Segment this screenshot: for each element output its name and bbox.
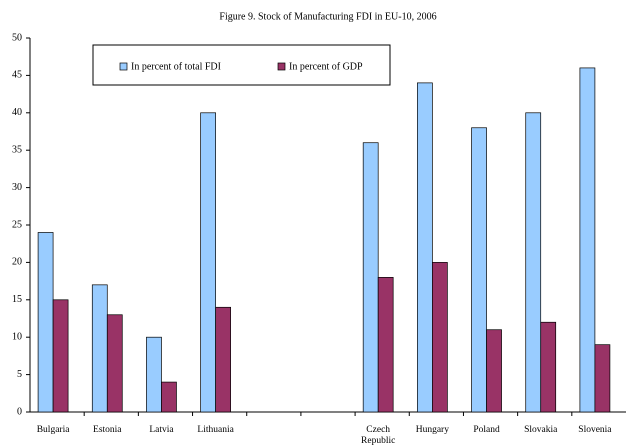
legend-label: In percent of GDP — [289, 61, 363, 72]
bar — [417, 82, 433, 413]
legend-swatch — [277, 62, 286, 71]
legend-swatch — [119, 62, 128, 71]
bar — [471, 127, 487, 413]
bar — [579, 67, 596, 413]
bar — [200, 112, 216, 413]
bar — [594, 344, 611, 413]
bar — [525, 112, 542, 413]
y-tick-label: 50 — [12, 32, 22, 43]
x-tick-label: Slovakia — [524, 425, 558, 435]
x-tick-label: Lithuania — [197, 425, 234, 435]
bar — [362, 142, 379, 413]
y-tick-label: 0 — [17, 406, 22, 417]
legend-box — [92, 44, 391, 86]
bar — [146, 336, 162, 413]
y-tick-label: 45 — [12, 70, 22, 81]
x-tick-label: Estonia — [93, 425, 122, 435]
bar — [432, 262, 448, 413]
bar — [37, 232, 54, 413]
x-tick-label: Latvia — [149, 425, 174, 435]
y-tick-label: 40 — [12, 107, 22, 118]
bar — [540, 321, 557, 413]
bar — [486, 329, 502, 413]
bar — [377, 277, 394, 413]
bar — [91, 284, 108, 413]
y-tick-label: 20 — [12, 257, 22, 268]
x-tick-label: Hungary — [415, 425, 449, 435]
bar — [106, 314, 123, 413]
y-tick-label: 15 — [12, 294, 22, 305]
y-tick-label: 5 — [17, 369, 22, 380]
bar — [215, 306, 231, 413]
y-tick-label: 10 — [12, 331, 22, 342]
legend-label: In percent of total FDI — [131, 61, 221, 72]
chart-title: Figure 9. Stock of Manufacturing FDI in … — [219, 11, 436, 22]
x-tick-label: Slovenia — [578, 425, 612, 435]
x-tick-label: Czech Republic — [361, 425, 396, 446]
x-tick-label: Poland — [473, 425, 500, 435]
y-tick-label: 30 — [12, 182, 22, 193]
bar — [52, 299, 69, 413]
y-tick-label: 25 — [12, 219, 22, 230]
x-tick-label: Bulgaria — [36, 425, 70, 435]
bar — [161, 381, 177, 413]
y-tick-label: 35 — [12, 144, 22, 155]
